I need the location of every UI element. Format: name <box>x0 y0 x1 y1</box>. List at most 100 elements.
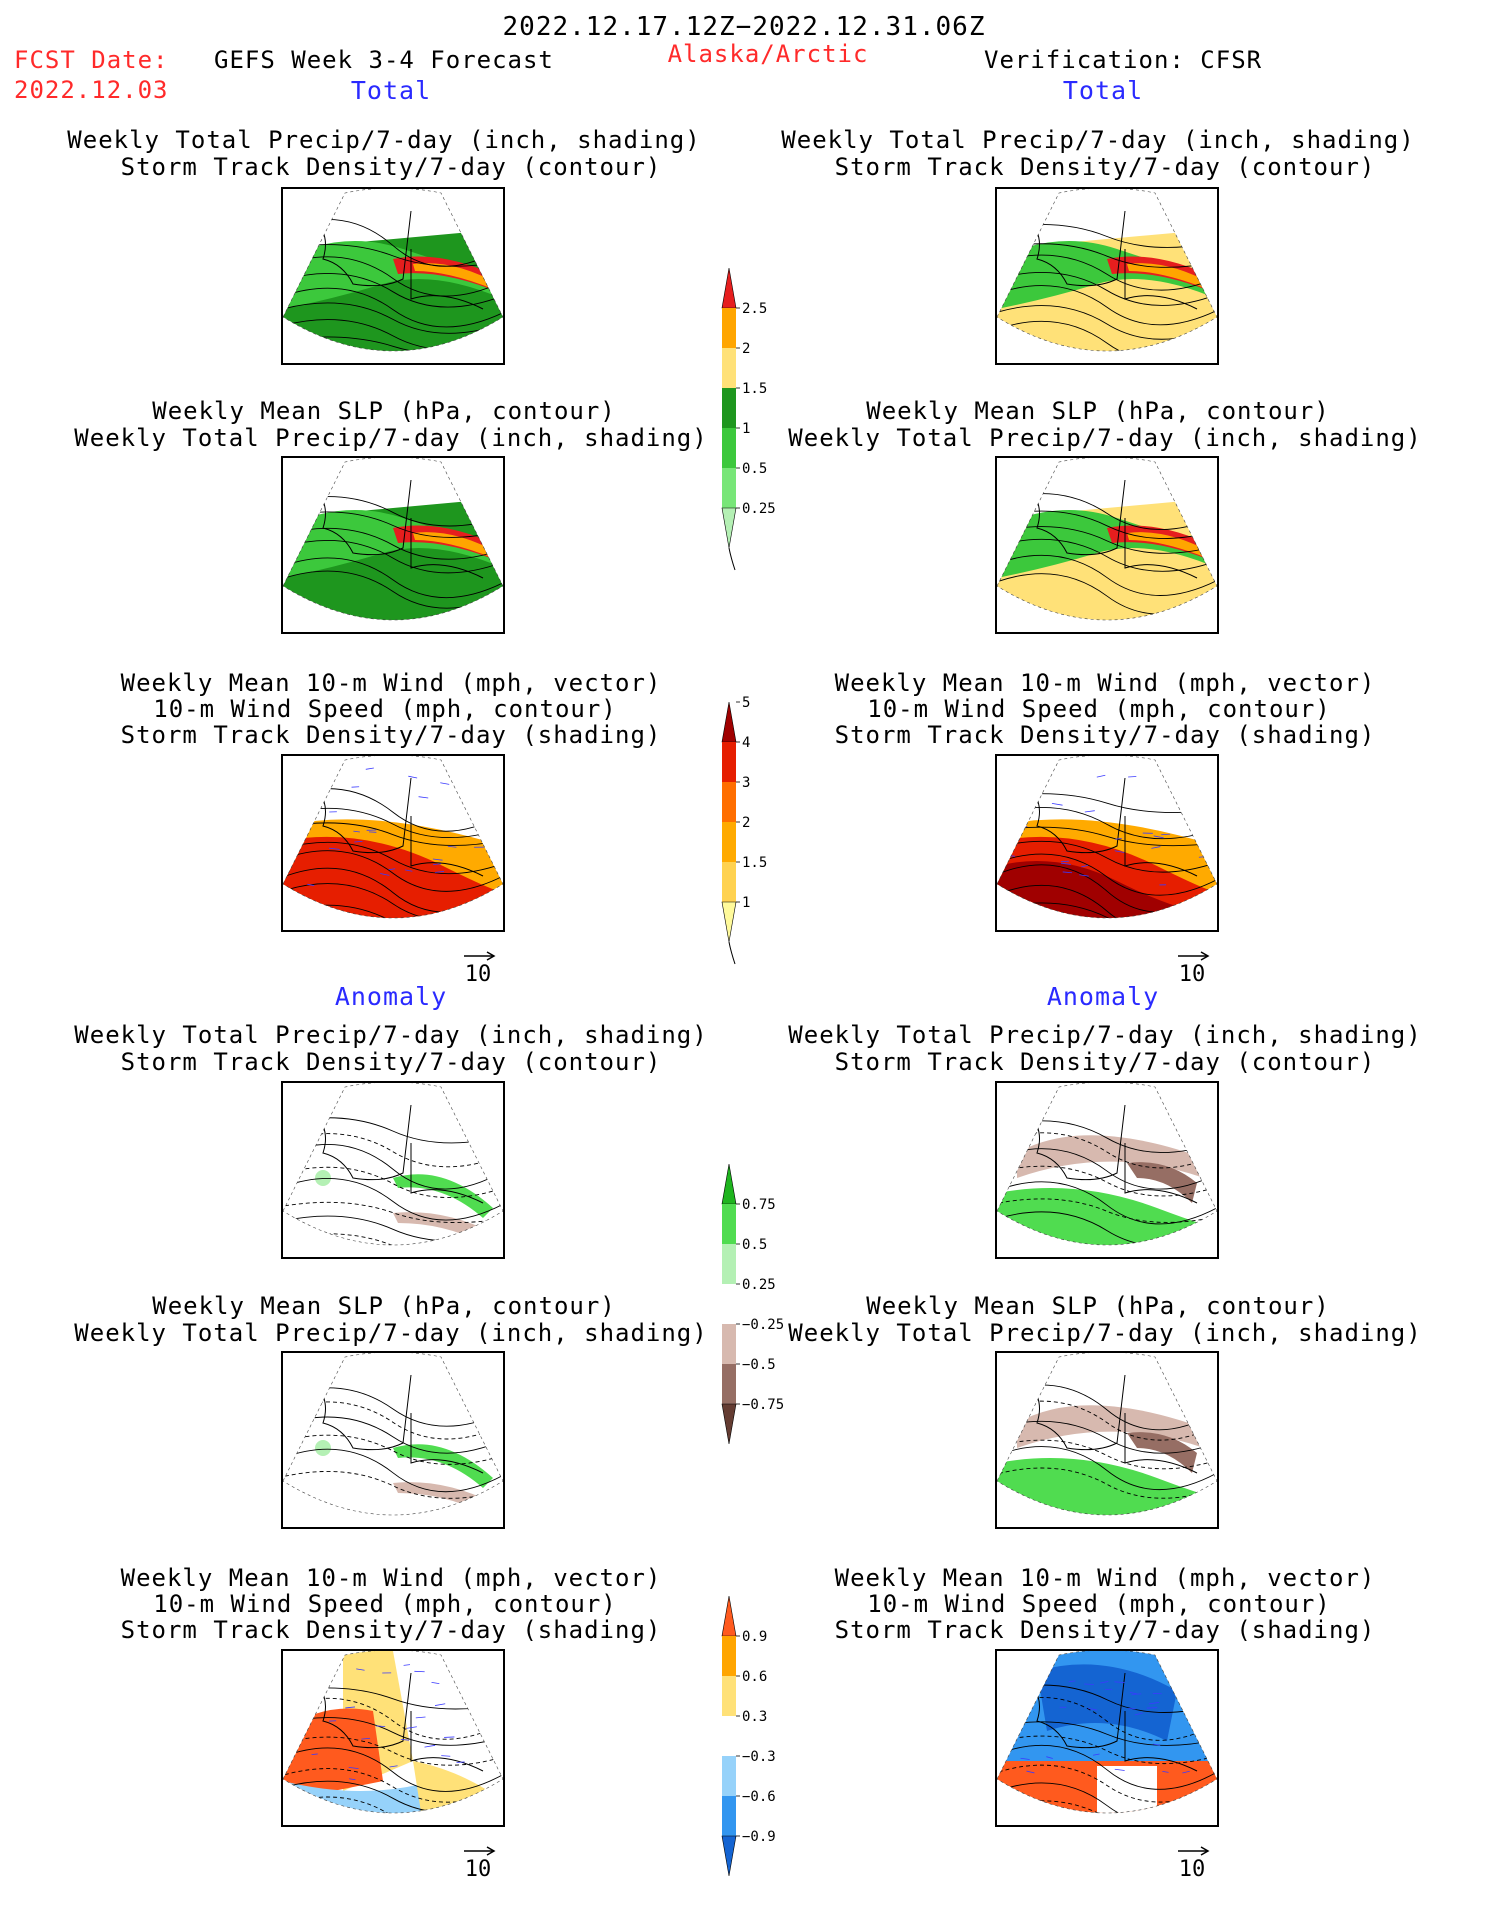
vector-reference-total-left: 10 <box>460 950 500 986</box>
colorbar-segment <box>722 862 736 902</box>
colorbar-segment <box>722 1324 736 1364</box>
wind-vector <box>305 812 314 813</box>
domain-outline <box>283 1083 503 1245</box>
panel-title-precip-anom-right-2: Storm Track Density/7-day (contour) <box>835 1050 1376 1074</box>
colorbar-tick-label: −0.6 <box>742 1789 776 1805</box>
colorbar-max-triangle <box>722 702 736 742</box>
map-slp-anom-forecast <box>281 1351 505 1529</box>
panel-title-wind-anom-left-1: Weekly Mean 10-m Wind (mph, vector) <box>121 1566 662 1590</box>
colorbar-segment <box>722 468 736 508</box>
colorbar-tick-label: −0.5 <box>742 1357 776 1373</box>
panel-title-slp-total-right-1: Weekly Mean SLP (hPa, contour) <box>866 399 1329 423</box>
colorbar-min-triangle <box>722 1404 736 1444</box>
field-fill <box>413 1761 503 1825</box>
colorbar-max-triangle <box>722 1596 736 1636</box>
wind-vector <box>441 1756 450 1757</box>
panel-title-slp-total-right-2: Weekly Total Precip/7-day (inch, shading… <box>788 426 1421 450</box>
panel-title-wind-total-right-3: Storm Track Density/7-day (shading) <box>835 723 1376 747</box>
wind-vector <box>482 1719 491 1720</box>
wind-vector <box>482 796 490 797</box>
colorbar-segment <box>722 742 736 782</box>
map-precip-total-forecast <box>281 187 505 365</box>
colorbar-tick-label: 4 <box>742 735 750 751</box>
panel-title-wind-total-left-2: 10-m Wind Speed (mph, contour) <box>153 697 616 721</box>
colorbar-min-triangle <box>722 902 736 942</box>
vector-reference-label: 10 <box>465 962 492 986</box>
panel-title-precip-total-right-2: Storm Track Density/7-day (contour) <box>835 155 1376 179</box>
colorbar-segment <box>722 1364 736 1404</box>
verification-title: Verification: CFSR <box>984 48 1262 72</box>
colorbar-segment <box>722 1284 736 1324</box>
total-label-right: Total <box>1063 78 1143 103</box>
colorbar-segment <box>722 308 736 348</box>
colorbar-tick-label: 2.5 <box>742 301 767 317</box>
colorbar-tick-label: −0.25 <box>742 1317 784 1333</box>
colorbar-max-triangle <box>722 1164 736 1204</box>
field-fill <box>315 1440 331 1456</box>
wind-vector <box>1181 793 1188 794</box>
colorbar-tick-label: 0.75 <box>742 1197 776 1213</box>
panel-title-slp-anom-left-2: Weekly Total Precip/7-day (inch, shading… <box>74 1321 707 1345</box>
map-precip-anom-forecast <box>281 1081 505 1259</box>
map-precip-total-verification <box>995 187 1219 365</box>
wind-vector <box>1178 1686 1188 1688</box>
wind-vector <box>1198 840 1205 841</box>
panel-title-wind-total-right-1: Weekly Mean 10-m Wind (mph, vector) <box>835 671 1376 695</box>
wind-vector <box>306 781 315 782</box>
colorbar-segment <box>722 1796 736 1836</box>
wind-vector <box>486 1672 496 1673</box>
wind-vector <box>404 1665 410 1666</box>
vector-reference-label: 10 <box>1179 1857 1206 1881</box>
wind-vector <box>1004 767 1011 768</box>
wind-vector <box>1008 1724 1018 1726</box>
region-title: Alaska/Arctic <box>668 42 869 66</box>
map-slp-anom-verification <box>995 1351 1219 1529</box>
colorbar-tick-label: 0.6 <box>742 1669 767 1685</box>
colorbar-tick-label: 0.25 <box>742 501 776 517</box>
contour-line <box>283 1216 503 1241</box>
wind-vector <box>1097 775 1105 777</box>
anomaly-label-left: Anomaly <box>335 984 447 1009</box>
contour-line <box>283 1118 503 1143</box>
colorbar-tick-label: −0.75 <box>742 1397 784 1413</box>
field-fill <box>393 1482 493 1513</box>
contour-line <box>283 1388 503 1426</box>
panel-title-wind-anom-right-3: Storm Track Density/7-day (shading) <box>835 1618 1376 1642</box>
colorbar-tail <box>729 548 735 570</box>
colorbar-tick-label: 0.25 <box>742 1277 776 1293</box>
colorbar-segment <box>722 1676 736 1716</box>
colorbar-tick-label: 1 <box>742 421 750 437</box>
colorbar-tick-label: 0.5 <box>742 461 767 477</box>
panel-title-wind-total-left-1: Weekly Mean 10-m Wind (mph, vector) <box>121 671 662 695</box>
colorbar-tick-label: 5 <box>742 695 750 711</box>
wind-vector <box>300 1708 310 1710</box>
vector-reference-anom-right: 10 <box>1174 1845 1214 1881</box>
total-label-left: Total <box>351 78 431 103</box>
map-wind-total-forecast <box>281 754 505 932</box>
panel-title-precip-anom-left-2: Storm Track Density/7-day (contour) <box>121 1050 662 1074</box>
contour-line <box>283 1134 503 1167</box>
colorbar-segment <box>722 1636 736 1676</box>
wind-vector <box>406 1727 417 1729</box>
vector-reference-label: 10 <box>1179 962 1206 986</box>
wind-vector <box>432 1682 440 1683</box>
vector-reference-total-right: 10 <box>1174 950 1214 986</box>
colorbar-segment <box>722 822 736 862</box>
contour-line <box>283 919 503 930</box>
wind-vector <box>296 1673 307 1675</box>
panel-title-slp-anom-right-1: Weekly Mean SLP (hPa, contour) <box>866 1294 1329 1318</box>
colorbar-segment <box>722 1756 736 1796</box>
wind-vector <box>290 1707 299 1709</box>
wind-vector <box>366 768 374 769</box>
wind-vector <box>1170 1686 1177 1687</box>
map-wind-anom-forecast <box>281 1649 505 1827</box>
model-title: GEFS Week 3-4 Forecast <box>214 48 554 72</box>
fcst-date-value: 2022.12.03 <box>14 78 169 102</box>
panel-title-wind-anom-right-2: 10-m Wind Speed (mph, contour) <box>867 1592 1330 1616</box>
panel-title-slp-anom-left-1: Weekly Mean SLP (hPa, contour) <box>152 1294 615 1318</box>
wind-vector <box>1002 804 1010 805</box>
panel-title-wind-anom-left-2: 10-m Wind Speed (mph, contour) <box>153 1592 616 1616</box>
colorbar-max-triangle <box>722 268 736 308</box>
